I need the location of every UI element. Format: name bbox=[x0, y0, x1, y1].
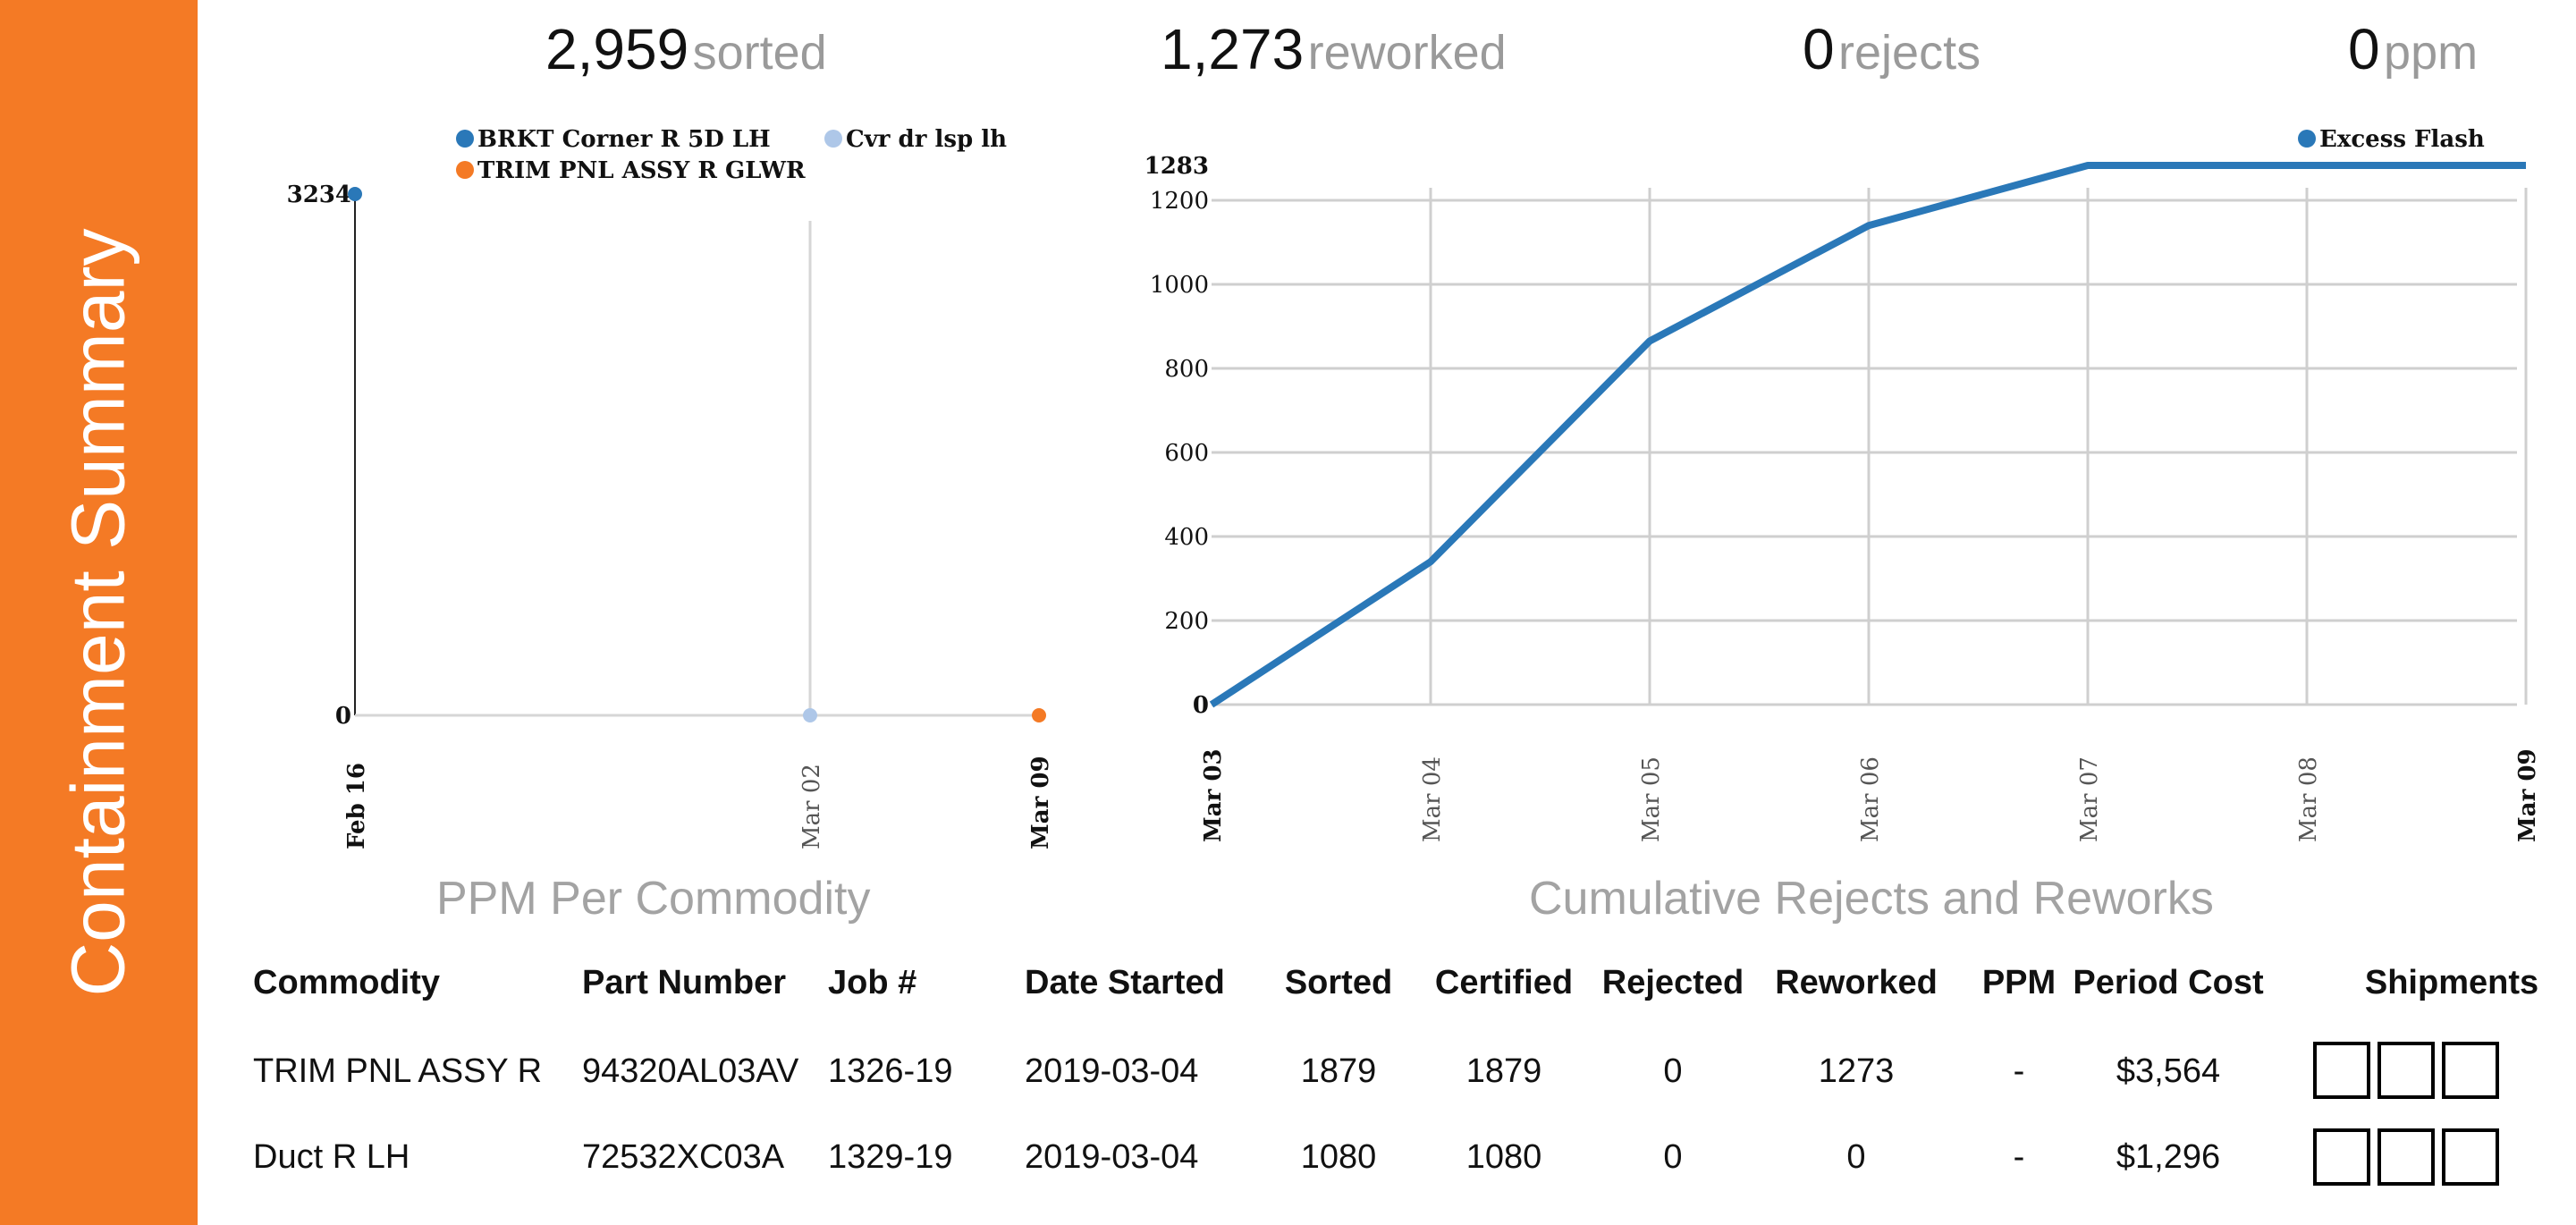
table-cell: $3,564 bbox=[2116, 1052, 2221, 1090]
table-header: Certified bbox=[1434, 964, 1574, 1001]
x-tick-label: Mar 04 bbox=[1419, 756, 1446, 842]
shipment-checkbox[interactable] bbox=[2378, 1042, 2435, 1099]
legend-marker bbox=[824, 130, 842, 148]
stat-value: 0 bbox=[1803, 17, 1835, 81]
stat-rejects: 0 rejects bbox=[1803, 16, 1981, 82]
stat-label: ppm bbox=[2384, 26, 2479, 80]
stat-label: sorted bbox=[692, 26, 827, 80]
table-cell: 1879 bbox=[1465, 1052, 1542, 1090]
shipment-checkboxes bbox=[2313, 1042, 2506, 1099]
stat-reworked: 1,273 reworked bbox=[1161, 16, 1507, 82]
x-tick-label: Mar 02 bbox=[798, 764, 825, 849]
table-header: Sorted bbox=[1284, 964, 1393, 1001]
legend-marker bbox=[456, 161, 474, 179]
table-cell: - bbox=[2013, 1052, 2025, 1090]
stat-value: 1,273 bbox=[1161, 17, 1305, 81]
table-cell: 94320AL03AV bbox=[582, 1052, 799, 1090]
table-header: Period Cost bbox=[2073, 964, 2264, 1001]
stat-label: reworked bbox=[1307, 26, 1507, 80]
table-cell: 1329-19 bbox=[828, 1138, 953, 1176]
table-cell: 1080 bbox=[1300, 1138, 1377, 1176]
table-cell: 2019-03-04 bbox=[1025, 1052, 1199, 1090]
table-cell: 1326-19 bbox=[828, 1052, 953, 1090]
shipment-checkbox[interactable] bbox=[2313, 1128, 2370, 1186]
cumulative-rejects-reworks-chart: 0 200 400 600 800 1000 1200 1283 Mar 03 Mar 04 Mar… bbox=[1144, 126, 2541, 842]
data-point bbox=[1032, 708, 1046, 722]
table-cell: Duct R LH bbox=[253, 1138, 410, 1176]
table-header: Job # bbox=[828, 964, 917, 1001]
y-tick-label: 400 bbox=[1164, 524, 1209, 551]
table-header: Part Number bbox=[582, 964, 787, 1001]
y-tick-label: 200 bbox=[1164, 608, 1209, 635]
stat-ppm: 0 ppm bbox=[2348, 16, 2478, 82]
y-tick-label: 3234 bbox=[287, 182, 351, 208]
table-cell: 1273 bbox=[1818, 1052, 1895, 1090]
y-tick-label: 1000 bbox=[1150, 272, 1209, 299]
table-cell: 1080 bbox=[1465, 1138, 1542, 1176]
x-tick-label: Mar 05 bbox=[1638, 756, 1665, 842]
table-header: Date Started bbox=[1025, 964, 1225, 1001]
table-cell: $1,296 bbox=[2116, 1138, 2221, 1176]
series-line bbox=[1209, 162, 2526, 708]
table-cell: - bbox=[2013, 1138, 2025, 1176]
x-tick-label: Mar 09 bbox=[1027, 756, 1054, 849]
stat-label: rejects bbox=[1838, 26, 1981, 80]
x-tick-label: Mar 07 bbox=[2076, 756, 2103, 842]
table-cell: TRIM PNL ASSY R bbox=[253, 1052, 543, 1090]
stat-value: 0 bbox=[2348, 17, 2380, 81]
y-tick-label: 0 bbox=[1193, 692, 1209, 719]
y-tick-label: 0 bbox=[335, 703, 351, 730]
shipment-checkbox[interactable] bbox=[2442, 1128, 2499, 1186]
stat-value: 2,959 bbox=[545, 17, 689, 81]
table-cell: 0 bbox=[1663, 1138, 1683, 1176]
sidebar: Containment Summary bbox=[0, 0, 198, 1225]
y-tick-label: 600 bbox=[1164, 440, 1209, 467]
shipment-checkbox[interactable] bbox=[2313, 1042, 2370, 1099]
legend-label: Excess Flash bbox=[2319, 126, 2485, 153]
ppm-per-commodity-chart: 3234 0 Feb 16 Mar 02 Mar 09 BRKT Corner R 5D … bbox=[287, 126, 1054, 849]
shipment-checkbox[interactable] bbox=[2378, 1128, 2435, 1186]
data-point bbox=[803, 708, 817, 722]
table-header: Shipments bbox=[2364, 964, 2539, 1001]
table-cell: 2019-03-04 bbox=[1025, 1138, 1199, 1176]
shipment-checkbox[interactable] bbox=[2442, 1042, 2499, 1099]
x-tick-label: Mar 08 bbox=[2295, 756, 2322, 842]
y-tick-label: 1283 bbox=[1144, 153, 1209, 180]
chart-title-cumulative: Cumulative Rejects and Reworks bbox=[1529, 873, 2214, 925]
legend-marker bbox=[2298, 130, 2316, 148]
table-cell: 72532XC03A bbox=[582, 1138, 785, 1176]
table-header: Reworked bbox=[1775, 964, 1938, 1001]
x-tick-label: Mar 09 bbox=[2514, 748, 2541, 842]
legend-marker bbox=[456, 130, 474, 148]
legend-label: TRIM PNL ASSY R GLWR bbox=[477, 157, 806, 184]
data-point bbox=[348, 187, 362, 201]
y-tick-label: 1200 bbox=[1150, 188, 1209, 215]
legend-label: BRKT Corner R 5D LH bbox=[477, 126, 771, 153]
x-tick-label: Feb 16 bbox=[343, 763, 370, 849]
x-tick-label: Mar 06 bbox=[1857, 756, 1884, 842]
table-cell: 1879 bbox=[1300, 1052, 1377, 1090]
stat-sorted: 2,959 sorted bbox=[545, 16, 827, 82]
table-cell: 0 bbox=[1846, 1138, 1866, 1176]
legend-label: Cvr dr lsp lh bbox=[846, 126, 1007, 153]
shipment-checkboxes bbox=[2313, 1128, 2506, 1186]
y-tick-label: 800 bbox=[1164, 356, 1209, 383]
table-header: PPM bbox=[1981, 964, 2057, 1001]
table-header: Rejected bbox=[1601, 964, 1744, 1001]
x-tick-label: Mar 03 bbox=[1200, 748, 1227, 842]
table-header: Commodity bbox=[253, 964, 440, 1001]
chart-title-ppm: PPM Per Commodity bbox=[436, 873, 871, 925]
table-cell: 0 bbox=[1663, 1052, 1683, 1090]
